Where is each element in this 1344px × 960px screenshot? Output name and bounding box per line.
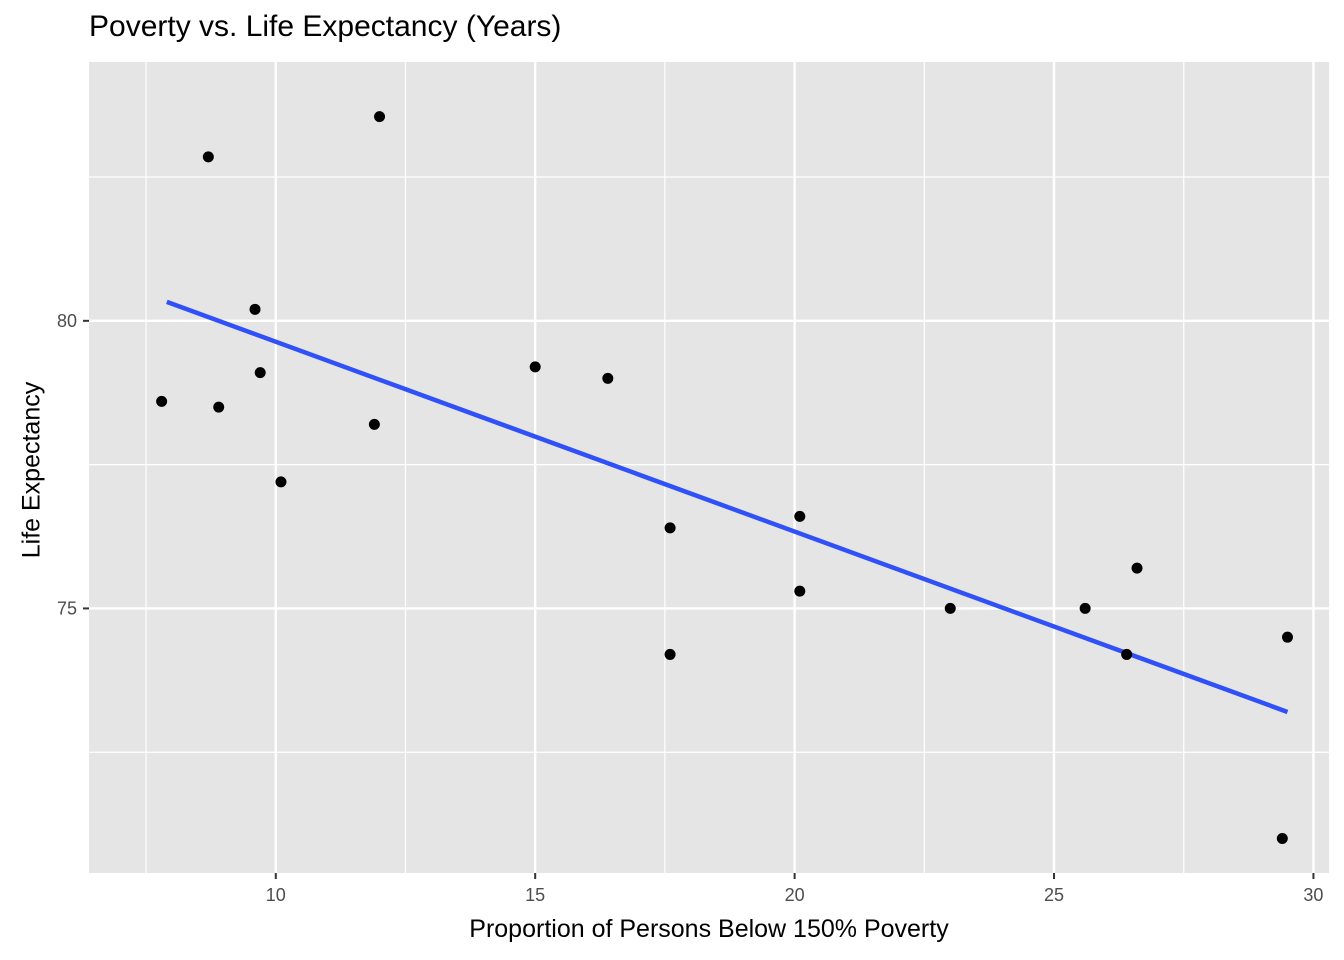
x-tick-label: 25	[1044, 885, 1064, 905]
x-tick-label: 10	[266, 885, 286, 905]
data-point	[202, 151, 214, 163]
y-tick-label: 80	[57, 311, 77, 331]
data-point	[1131, 562, 1143, 574]
data-points	[156, 111, 1293, 844]
x-tick-label: 15	[525, 885, 545, 905]
plot-panel	[89, 62, 1329, 873]
data-point	[156, 395, 168, 407]
data-point	[1121, 648, 1133, 660]
data-point	[213, 401, 225, 413]
y-axis-label: Life Expectancy	[17, 381, 46, 559]
data-point	[602, 372, 614, 384]
chart-title: Poverty vs. Life Expectancy (Years)	[89, 10, 562, 43]
data-point	[374, 111, 386, 123]
grid-minor	[89, 62, 1329, 873]
data-point	[1079, 602, 1091, 614]
data-point	[794, 510, 806, 522]
data-point	[794, 585, 806, 597]
trend-line	[166, 299, 1289, 715]
data-point	[664, 522, 676, 534]
y-axis-ticks: 75 80	[57, 311, 89, 618]
data-point	[249, 303, 261, 315]
x-tick-label: 20	[785, 885, 805, 905]
data-point	[275, 476, 287, 488]
x-tick-label: 30	[1303, 885, 1323, 905]
data-point	[368, 418, 380, 430]
data-point	[664, 648, 676, 660]
data-point	[529, 361, 541, 373]
data-point	[1281, 631, 1293, 643]
data-point	[254, 367, 266, 379]
data-point	[944, 602, 956, 614]
y-tick-label: 75	[57, 598, 77, 618]
x-axis-ticks: 10 15 20 25 30	[266, 873, 1323, 905]
grid-major	[89, 62, 1329, 873]
x-axis-label: Proportion of Persons Below 150% Poverty	[469, 915, 949, 943]
data-point	[1276, 832, 1288, 844]
